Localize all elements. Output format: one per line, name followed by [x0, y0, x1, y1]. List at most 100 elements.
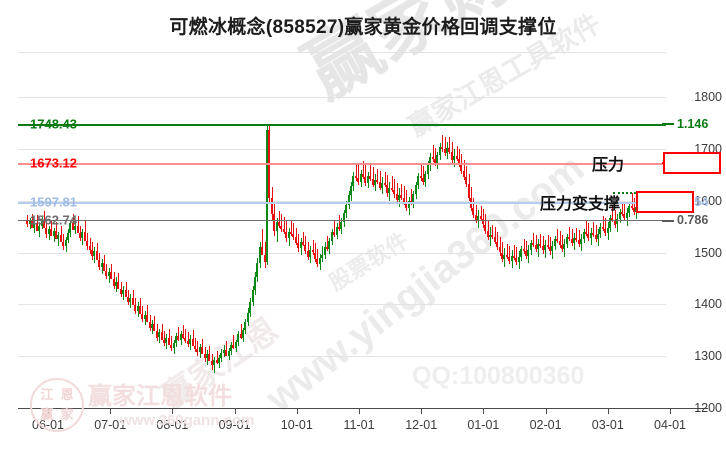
candle-wick — [449, 137, 450, 154]
candle-body — [84, 231, 86, 242]
candle-body — [86, 241, 88, 247]
x-tick-mark — [296, 408, 298, 414]
candle-body — [436, 155, 438, 164]
candle-body — [314, 252, 316, 259]
candle-wick — [401, 184, 402, 200]
y-tick-label: 1300 — [694, 349, 722, 364]
candle-body — [60, 234, 62, 243]
x-tick-label: 02-01 — [529, 418, 562, 432]
candle-body — [403, 197, 405, 202]
candle-wick — [548, 234, 549, 250]
left-price-label: 1748.43 — [30, 116, 77, 132]
candle-wick — [126, 281, 127, 294]
candle-body — [604, 228, 606, 233]
candle-body — [609, 218, 611, 228]
candle-body — [535, 245, 537, 250]
candle-wick — [572, 228, 573, 247]
annotation-value-box[interactable] — [663, 151, 721, 174]
candle-wick — [56, 222, 57, 235]
candle-body — [326, 247, 328, 250]
candle-body — [45, 227, 47, 235]
candle-body — [446, 147, 448, 153]
gridline — [18, 252, 666, 254]
candle-wick — [380, 170, 381, 191]
candle-body — [513, 255, 515, 258]
candle-body — [400, 195, 402, 198]
seal-stamp-logo: 江恩赢家 — [30, 378, 84, 432]
candle-wick — [317, 249, 318, 267]
candle-body — [300, 242, 302, 249]
candle-body — [156, 331, 158, 338]
candle-body — [592, 232, 594, 235]
candle-body — [89, 246, 91, 250]
candle-wick — [481, 205, 482, 222]
candle-body — [237, 334, 239, 342]
candle-body — [352, 175, 354, 187]
candle-body — [230, 344, 232, 351]
candle-body — [53, 231, 55, 236]
candle-body — [316, 258, 318, 264]
candle-body — [501, 252, 503, 259]
candle-body — [139, 306, 141, 314]
candle-body — [192, 338, 194, 346]
candle-wick — [406, 190, 407, 212]
candle-body — [417, 175, 419, 186]
candle-body — [38, 225, 40, 231]
candle-body — [511, 255, 513, 261]
candle-wick — [154, 315, 155, 329]
x-tick-mark — [670, 408, 671, 414]
gridline — [18, 97, 666, 98]
candle-body — [220, 353, 222, 359]
candle-wick — [560, 230, 561, 249]
candle-body — [307, 251, 309, 257]
annotation-value-box[interactable] — [636, 190, 694, 213]
seal-character: 家 — [60, 407, 74, 423]
candle-wick — [488, 220, 489, 241]
candle-body — [441, 146, 443, 149]
candle-body — [453, 156, 455, 161]
candle-body — [259, 247, 261, 263]
x-tick-label: 07-01 — [94, 418, 127, 432]
candle-body — [62, 242, 64, 247]
candle-body — [79, 232, 81, 238]
x-tick-mark — [172, 408, 174, 414]
candle-body — [484, 224, 486, 231]
left-price-label: 1597.81 — [30, 194, 77, 210]
candle-wick — [576, 227, 577, 243]
candle-wick — [178, 327, 179, 341]
candle-body — [374, 179, 376, 186]
candle-body — [628, 205, 630, 214]
candle-body — [566, 236, 568, 245]
candle-wick — [588, 223, 589, 242]
candle-body — [254, 277, 256, 290]
candle-body — [256, 262, 258, 278]
candle-body — [388, 188, 390, 194]
candle-wick — [262, 229, 263, 254]
candle-body — [527, 250, 529, 256]
candle-body — [309, 250, 311, 257]
candle-body — [144, 314, 146, 319]
x-tick-label: 04-01 — [654, 418, 686, 432]
candle-wick — [32, 213, 33, 226]
candle-body — [249, 302, 251, 313]
candle-body — [396, 194, 398, 200]
candle-wick — [147, 305, 148, 319]
candle-body — [626, 213, 628, 219]
candle-wick — [507, 244, 508, 259]
candle-body — [468, 184, 470, 198]
candle-wick — [97, 243, 98, 257]
x-tick-mark — [483, 408, 485, 414]
candle-wick — [615, 209, 616, 228]
candle-wick — [370, 164, 371, 181]
candle-wick — [308, 242, 309, 260]
candle-body — [225, 349, 227, 357]
candle-wick — [188, 332, 189, 347]
candle-body — [355, 175, 357, 178]
candle-wick — [502, 242, 503, 262]
candle-wick — [281, 214, 282, 232]
candle-body — [633, 207, 635, 213]
candle-body — [26, 220, 28, 224]
candle-wick — [111, 263, 112, 278]
candle-body — [297, 243, 299, 249]
candle-body — [43, 220, 45, 228]
